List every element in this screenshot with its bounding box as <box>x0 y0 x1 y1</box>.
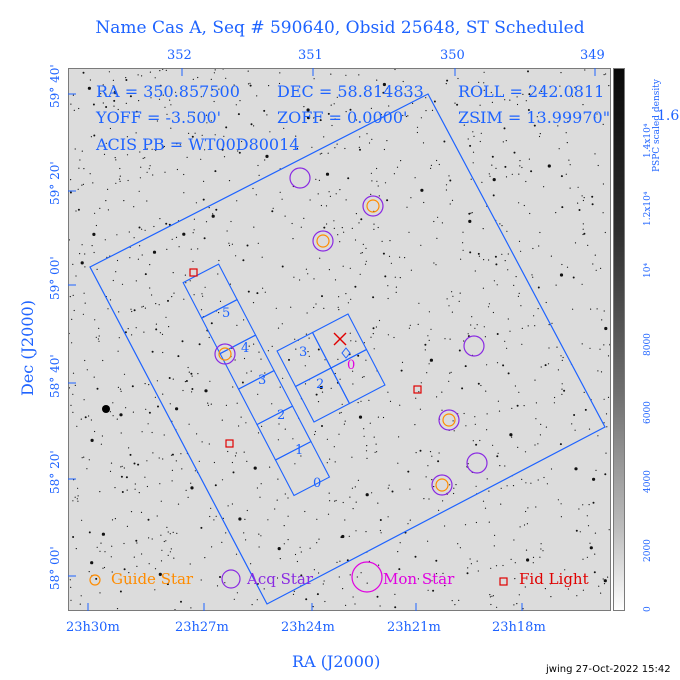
bottom-tick-2324: 23h24m <box>281 620 335 635</box>
bottom-tick-2318: 23h18m <box>492 620 546 635</box>
axis-ticks <box>68 68 596 611</box>
legend-guide-symbol <box>89 574 101 586</box>
legend-guide-label: Guide Star <box>111 570 194 588</box>
bottom-tick-2321: 23h21m <box>387 620 441 635</box>
left-tick-5840: 58° 40' <box>48 354 62 398</box>
left-tick-5820: 58° 20' <box>48 450 62 494</box>
i-chip-2-label: 2 <box>316 377 325 392</box>
aimpoint-marker <box>333 332 351 359</box>
bottom-tick-2330: 23h30m <box>66 620 120 635</box>
info-zoff: ZOFF = 0.0000' <box>277 108 408 127</box>
info-yoff: YOFF = -3.500' <box>96 108 222 127</box>
guide-stars <box>218 199 456 492</box>
s-chip-5-label: 5 <box>222 306 231 321</box>
acis-s-chips <box>182 263 331 497</box>
s-chip-3-label: 3 <box>258 373 267 388</box>
x-axis-label: RA (J2000) <box>292 652 381 671</box>
plot-title: Name Cas A, Seq # 590640, Obsid 25648, S… <box>95 18 585 38</box>
s-chip-1-label: 1 <box>295 443 304 458</box>
legend-mon-symbol <box>351 561 383 593</box>
info-roll: ROLL = 242.0811 <box>458 82 605 101</box>
top-tick-351: 351 <box>298 48 323 63</box>
legend-fid-symbol <box>499 577 508 586</box>
credit-stamp: jwing 27-Oct-2022 15:42 <box>546 664 671 675</box>
field-of-view-outline <box>89 93 606 605</box>
left-tick-5800: 58° 00' <box>48 546 62 590</box>
top-tick-350: 350 <box>440 48 465 63</box>
s-chip-2-label: 2 <box>277 408 286 423</box>
top-tick-352: 352 <box>167 48 192 63</box>
s-chip-0-label: 0 <box>313 476 322 491</box>
info-dec: DEC = 58.814833 <box>277 82 424 101</box>
bottom-tick-2327: 23h27m <box>175 620 229 635</box>
acq-stars <box>214 167 488 496</box>
left-tick-5900: 59° 00' <box>48 256 62 300</box>
colorbar-value: 1.66 <box>657 108 680 124</box>
star-field <box>69 69 610 610</box>
info-zsim: ZSIM = 13.99970" <box>458 108 611 127</box>
left-tick-5940: 59° 40' <box>48 64 62 108</box>
legend-fid-label: Fid Light <box>519 570 589 588</box>
fid-lights <box>189 268 422 448</box>
s-chip-4-label: 4 <box>241 341 250 356</box>
i-chip-3-label: 3 <box>299 345 308 360</box>
legend-mon-label: Mon Star <box>383 570 455 588</box>
top-tick-349: 349 <box>580 48 605 63</box>
left-tick-5920: 59° 20' <box>48 161 62 205</box>
y-axis-label: Dec (J2000) <box>18 300 37 396</box>
legend-acq-label: Acq Star <box>247 570 314 588</box>
aimpoint-label: 0 <box>347 358 356 373</box>
s-chip-0 <box>274 440 331 497</box>
acis-i-chips <box>276 313 386 423</box>
info-acis: ACIS PB = WT00D80014 <box>96 135 300 154</box>
legend-acq-symbol <box>221 569 241 589</box>
info-ra: RA = 350.857500 <box>96 82 240 101</box>
colorbar <box>613 68 625 611</box>
